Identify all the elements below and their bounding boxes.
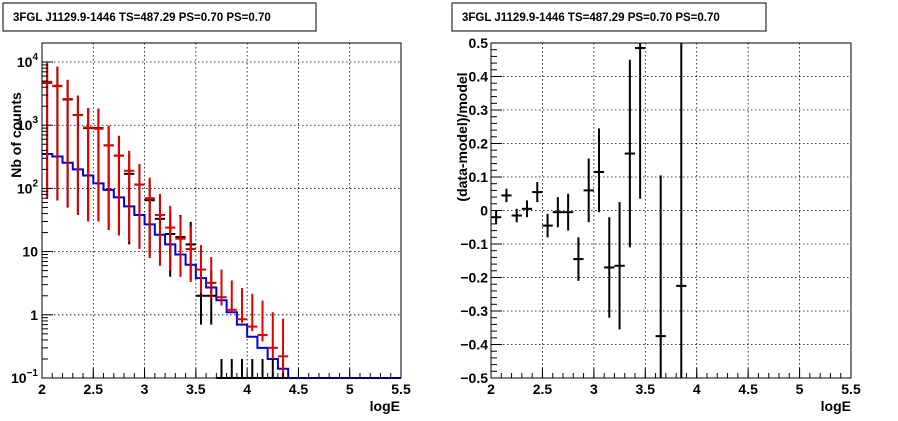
counts-title: 3FGL J1129.9-1446 TS=487.29 PS=0.70 PS=0…	[13, 12, 271, 24]
y-tick-label: 0.1	[469, 169, 489, 185]
x-tick-label: 5	[346, 381, 354, 397]
x-tick-label: 3.5	[186, 381, 206, 397]
x-tick-label: 4.5	[738, 381, 758, 397]
y-tick-label: −0.4	[460, 337, 488, 353]
residual-x-ticks: 2 2.5 3 3.5 4 4.5 5 5.5	[487, 368, 861, 397]
background-step-line	[42, 153, 401, 379]
x-tick-label: 2.5	[533, 381, 553, 397]
y-tick-label: −0.3	[460, 303, 488, 319]
x-tick-label: 5.5	[841, 381, 861, 397]
y-tick-label: −0.2	[460, 270, 488, 286]
y-tick-label: 0.3	[469, 102, 489, 118]
x-tick-label: 4	[243, 381, 251, 397]
x-tick-label: 4.5	[289, 381, 309, 397]
counts-title-box	[2, 2, 317, 32]
x-tick-label: 2.5	[84, 381, 104, 397]
y-tick-label: −0.5	[460, 370, 488, 386]
y-tick-label: 0.4	[469, 69, 489, 85]
counts-x-label: logE	[370, 398, 400, 414]
data-points	[42, 63, 289, 379]
counts-y-ticks: 10−1 1 10 102 103 104	[11, 42, 53, 386]
x-tick-label: 3	[590, 381, 598, 397]
residual-grid	[491, 43, 851, 378]
y-tick-label: 0.5	[469, 35, 489, 51]
y-tick-label: 102	[17, 178, 39, 196]
y-tick-label: −0.1	[460, 236, 488, 252]
x-tick-label: 5.5	[391, 381, 411, 397]
background-model-curve	[42, 153, 401, 379]
residual-title-box	[451, 2, 767, 32]
counts-x-ticks: 2 2.5 3 3.5 4 4.5 5 5.5	[38, 368, 411, 397]
counts-grid	[42, 43, 401, 378]
x-tick-label: 3	[141, 381, 149, 397]
counts-y-label: Nb of counts	[8, 92, 24, 178]
x-tick-label: 3.5	[636, 381, 656, 397]
model-points	[42, 62, 289, 373]
y-tick-label: 0	[480, 203, 488, 219]
counts-panel: 3FGL J1129.9-1446 TS=487.29 PS=0.70 PS=0…	[2, 2, 411, 414]
y-tick-label: 10−1	[11, 368, 38, 386]
y-tick-label: 0.2	[469, 136, 489, 152]
residual-y-label: (data-model)/model	[454, 72, 470, 201]
x-tick-label: 2	[38, 381, 46, 397]
residual-panel: 3FGL J1129.9-1446 TS=487.29 PS=0.70 PS=0…	[451, 2, 861, 414]
x-tick-label: 5	[796, 381, 804, 397]
y-tick-label: 10	[22, 244, 38, 260]
residual-y-ticks: −0.5 −0.4 −0.3 −0.2 −0.1 0 0.1 0.2 0.3 0.4 0.5	[460, 35, 502, 386]
y-tick-label: 103	[17, 115, 39, 133]
residual-title: 3FGL J1129.9-1446 TS=487.29 PS=0.70 PS=0…	[462, 12, 720, 24]
y-tick-label: 1	[30, 307, 38, 323]
residual-x-label: logE	[821, 398, 851, 414]
x-tick-label: 2	[487, 381, 495, 397]
counts-frame	[41, 42, 402, 379]
y-tick-label: 104	[17, 52, 39, 70]
x-tick-label: 4	[693, 381, 701, 397]
